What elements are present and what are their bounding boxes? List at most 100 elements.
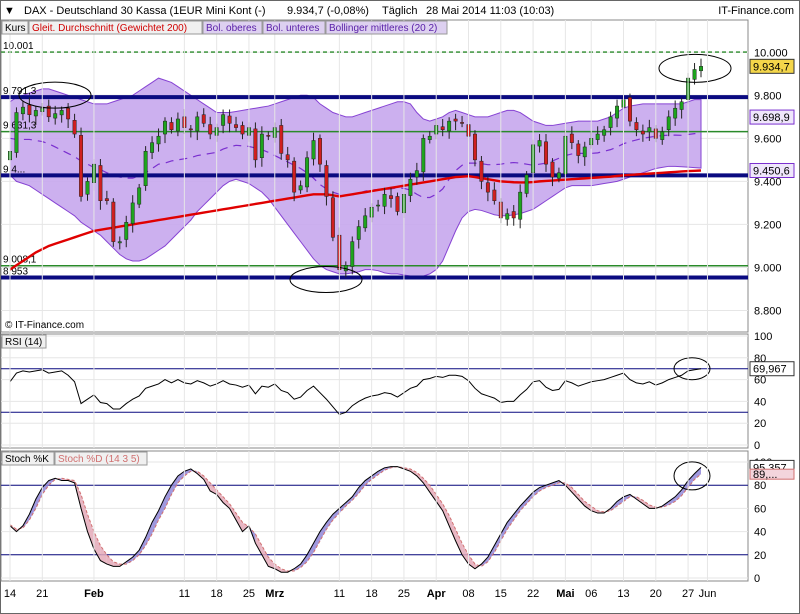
stoch-fill-segment — [164, 485, 172, 509]
candle-body — [305, 157, 310, 188]
candle-body — [628, 97, 632, 122]
stoch-fill-segment — [139, 537, 146, 555]
candle — [395, 192, 400, 216]
stoch-fill-segment — [42, 480, 49, 495]
candle — [253, 122, 258, 168]
candle — [576, 140, 581, 164]
candle — [130, 195, 135, 233]
candle-body — [201, 114, 206, 124]
x-axis-label: 21 — [36, 588, 48, 600]
candle — [240, 121, 245, 140]
chart-source: IT-Finance.com — [718, 5, 794, 17]
candle-body — [679, 101, 684, 110]
candle — [124, 215, 129, 248]
level-label: 8.953 — [3, 267, 28, 278]
candle — [221, 109, 226, 134]
stoch-fill-segment — [429, 485, 437, 502]
watermark: © IT-Finance.com — [5, 320, 84, 331]
candle-body — [544, 141, 548, 165]
candle — [111, 198, 116, 247]
level-label: 9.008,1 — [3, 255, 37, 266]
candle-body — [640, 130, 645, 135]
candle — [485, 176, 490, 202]
candle — [201, 108, 206, 128]
candle — [227, 109, 232, 133]
rsi-ytick-label: 40 — [754, 396, 766, 408]
candle-body — [350, 241, 355, 267]
stoch-ytick-label: 0 — [754, 573, 760, 585]
stoch-fill-segment — [442, 503, 450, 526]
stoch-fill-segment — [455, 529, 463, 555]
candle-body — [395, 196, 400, 212]
stoch-fill-segment — [319, 522, 327, 541]
stoch-fill-segment — [332, 508, 340, 520]
candle — [389, 187, 393, 208]
candle-body — [576, 143, 581, 156]
candle-body — [595, 133, 600, 140]
stoch-fill-segment — [500, 522, 508, 541]
legend-kurs: Kurs — [5, 23, 26, 34]
legend-bol-mid: Bollinger mittleres (20 2) — [329, 23, 437, 34]
level-label: 9.631,3 — [3, 121, 37, 132]
candle-body — [699, 66, 703, 72]
highlight-ellipse — [673, 461, 711, 491]
candle-body — [473, 133, 477, 161]
stoch-fill-segment — [681, 480, 689, 496]
candle — [208, 116, 213, 140]
candle — [376, 199, 381, 212]
x-axis-label: 13 — [617, 588, 629, 600]
candle-body — [634, 122, 639, 130]
stoch-fill-segment — [307, 543, 314, 562]
candle-body — [117, 241, 122, 244]
candle — [628, 93, 632, 127]
stoch-ytick-label: 20 — [754, 550, 766, 562]
rsi-value-badge-text: 69,967 — [753, 364, 787, 376]
rsi-ytick-label: 100 — [754, 331, 772, 343]
candle-body — [150, 142, 155, 153]
candle — [150, 136, 155, 160]
stoch-d-legend: Stoch %D (14 3 5) — [58, 454, 140, 465]
rsi-legend: RSI (14) — [5, 337, 42, 348]
candle-body — [511, 211, 516, 219]
x-axis-label: Apr — [427, 588, 447, 600]
candle-body — [253, 128, 258, 161]
candle — [492, 182, 497, 205]
candle — [163, 117, 167, 144]
stoch-fill-segment — [416, 472, 424, 483]
x-axis-label: 27 — [682, 588, 694, 600]
stoch-fill-segment — [313, 531, 320, 553]
collapse-arrow-icon[interactable]: ▼ — [4, 5, 15, 17]
x-axis-label: 15 — [495, 588, 507, 600]
candle-body — [389, 195, 393, 199]
x-axis-label: 25 — [243, 588, 255, 600]
x-axis-label: Feb — [84, 588, 104, 600]
x-axis-label: Mrz — [265, 588, 284, 600]
candle-body — [195, 116, 200, 132]
candle-body — [79, 135, 83, 197]
candle — [537, 134, 542, 153]
stoch-fill-segment — [255, 533, 262, 555]
candle — [33, 106, 38, 126]
candle — [479, 155, 484, 190]
stoch-fill-segment — [229, 503, 237, 520]
rsi-value-badge — [749, 361, 795, 377]
stoch-fill-segment — [371, 471, 379, 480]
candle — [20, 100, 25, 121]
stoch-fill-segment — [158, 496, 165, 520]
candle — [421, 134, 426, 181]
stoch-fill-segment — [546, 482, 553, 488]
stoch-fill-segment — [507, 514, 514, 530]
candle-body — [408, 178, 413, 196]
candle — [673, 100, 678, 126]
legend-bol-lower: Bol. unteres — [266, 23, 319, 34]
candle-body — [124, 222, 129, 240]
x-axis-label: 11 — [334, 588, 345, 600]
x-axis-label: 06 — [585, 588, 597, 600]
candle — [27, 97, 32, 123]
candle-body — [363, 215, 368, 229]
x-axis-label: Jun — [699, 588, 717, 600]
header-bar: ▼ DAX - Deutschland 30 Kassa (1EUR Mini … — [1, 1, 799, 19]
candle — [169, 117, 174, 134]
candle-body — [188, 128, 193, 131]
